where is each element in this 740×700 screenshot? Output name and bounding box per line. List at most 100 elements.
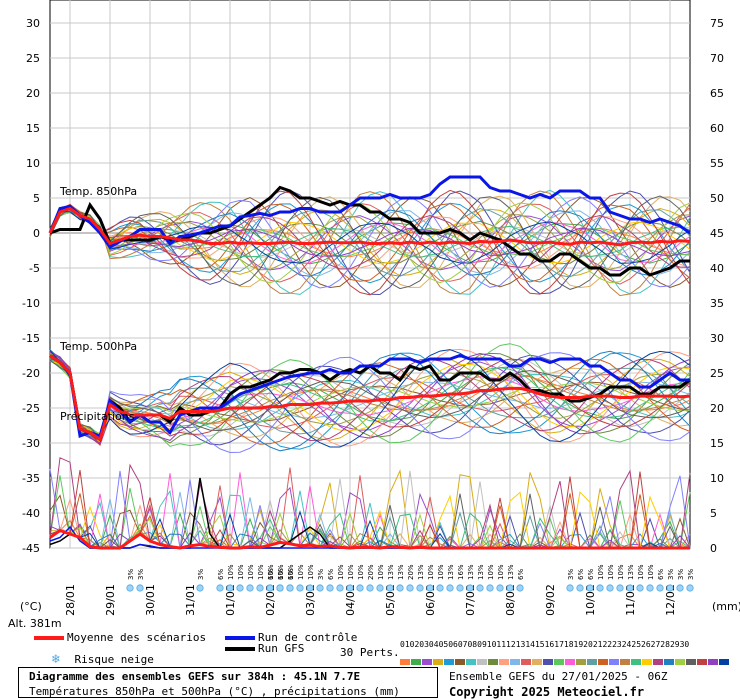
pert-number: 25 [631, 640, 642, 649]
snow-risk-icon [586, 584, 594, 592]
snow-risk-icon [656, 584, 664, 592]
altitude-label: Alt. 381m [8, 617, 62, 630]
x-tick-label: 02/02 [264, 584, 277, 616]
snow-risk-label: 10% [357, 564, 365, 580]
x-axis: 28/01 29/01 30/01 31/01 01/02 02/02 03/02 04/02… [64, 584, 677, 616]
pert-swatch [708, 659, 718, 665]
left-tick-label: -30 [22, 437, 40, 450]
main-series [48, 175, 691, 550]
snow-risk-label: 3% [197, 569, 205, 580]
x-tick-label: 09/02 [544, 584, 557, 616]
pert-swatch [532, 659, 542, 665]
snow-risk-icon [196, 584, 204, 592]
left-tick-label: -20 [22, 367, 40, 380]
mean-precip-line [49, 528, 690, 550]
control-t850-line [48, 175, 691, 249]
pert-swatch [576, 659, 586, 665]
left-tick-label: 15 [26, 122, 40, 135]
pert-number: 20 [583, 640, 593, 649]
snow-risk-label: 10% [497, 564, 505, 580]
snow-risk-label: 10% [617, 564, 625, 580]
left-tick-label: -45 [22, 542, 40, 555]
snow-risk-label: 3% [317, 569, 325, 580]
snow-risk-icon [216, 584, 224, 592]
pert-swatch [411, 659, 421, 665]
snow-risk-icon [236, 584, 244, 592]
snow-risk-icon [286, 584, 294, 592]
snow-risk-label: 3% [677, 569, 685, 580]
snow-risk-label: 10% [257, 564, 265, 580]
right-tick-label: 25 [710, 367, 724, 380]
snow-risk-icon [306, 584, 314, 592]
snow-risk-label: 6% [577, 569, 585, 580]
mean-t850-line [48, 206, 691, 247]
pert-number: 18 [563, 640, 574, 649]
right-tick-label: 50 [710, 192, 724, 205]
pert-t850-line [49, 202, 691, 285]
snow-risk-label: 10% [597, 564, 605, 580]
pert-swatch [543, 659, 553, 665]
left-tick-label: 0 [33, 227, 40, 240]
pert-swatch [697, 659, 707, 665]
left-unit: (°C) [20, 600, 42, 613]
snow-risk-label: 10% [607, 564, 615, 580]
pert-number: 23 [612, 640, 622, 649]
pert-number: 01 [400, 640, 410, 649]
snow-risk-label: 6% [327, 569, 335, 580]
pert-t500-line [49, 358, 691, 446]
pert-t500-line [49, 358, 691, 438]
pert-number: 02 [409, 640, 420, 649]
snow-risk-label: 13% [417, 564, 425, 580]
snow-risk-icon [496, 584, 504, 592]
pert-t500-line [49, 354, 691, 435]
pert-number: 24 [621, 640, 632, 649]
snow-risk-icon [246, 584, 254, 592]
pert-swatch [598, 659, 608, 665]
pert-swatch [675, 659, 685, 665]
left-tick-label: -25 [22, 402, 40, 415]
x-tick-label: 04/02 [344, 584, 357, 616]
legend-snow-label: Risque neige [74, 653, 154, 666]
pert-swatch [664, 659, 674, 665]
pert-number: 11 [496, 640, 507, 649]
pert-number: 15 [534, 640, 545, 649]
pert-number: 09 [477, 640, 487, 649]
pert-t500-line [49, 351, 691, 444]
right-tick-label: 10 [710, 472, 724, 485]
pert-t850-line [49, 208, 691, 277]
pert-number: 04 [428, 640, 439, 649]
snow-risk-label: 6% [657, 569, 665, 580]
pert-swatch [587, 659, 597, 665]
legend-snow: ❄ Risque neige [52, 652, 154, 667]
x-tick-label: 03/02 [304, 584, 317, 616]
snow-risk-icon [296, 584, 304, 592]
snowflake-icon: ❄ [52, 652, 60, 667]
legend-mean-swatch [34, 636, 64, 640]
left-tick-label: -35 [22, 472, 40, 485]
snow-risk-label: 3% [687, 569, 695, 580]
snow-risk-icon [516, 584, 524, 592]
snow-risk-icon [666, 584, 674, 592]
pert-t850-line [49, 207, 691, 276]
pert-swatch [631, 659, 641, 665]
pert-swatch [488, 659, 498, 665]
pert-swatch [609, 659, 619, 665]
pert-swatch [719, 659, 729, 665]
left-tick-label: -15 [22, 332, 40, 345]
pert-swatch [521, 659, 531, 665]
snow-risk-label: 10% [437, 564, 445, 580]
snow-risk-icon [676, 584, 684, 592]
snow-risk-icon [566, 584, 574, 592]
right-tick-label: 60 [710, 122, 724, 135]
right-tick-label: 15 [710, 437, 724, 450]
snow-risk-label: 3% [567, 569, 575, 580]
pert-swatch [554, 659, 564, 665]
legend-control-label: Run de contrôle [258, 631, 358, 644]
snow-risk-label: 10% [297, 564, 305, 580]
pert-t850-line [49, 196, 691, 289]
right-tick-label: 20 [710, 402, 724, 415]
pert-number: 14 [525, 640, 535, 649]
snow-risk-label: 13% [387, 564, 395, 580]
plot-frame [49, 0, 691, 549]
snow-risk-label: 10% [227, 564, 235, 580]
